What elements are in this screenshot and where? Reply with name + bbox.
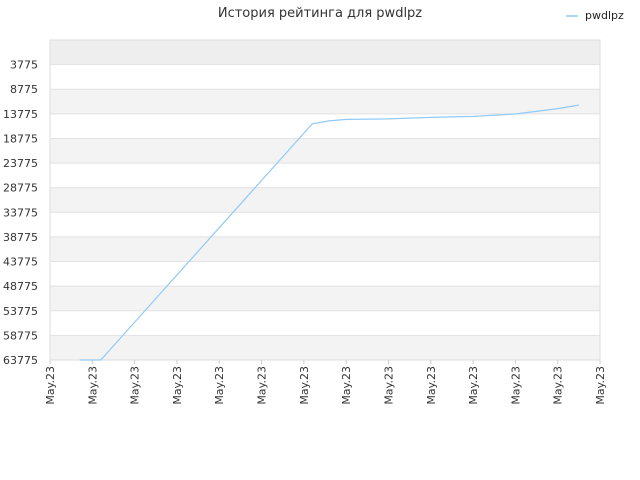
plot-band <box>50 187 600 213</box>
y-tick-label: 63775 <box>3 354 38 367</box>
y-tick-label: 3775 <box>10 59 38 72</box>
y-tick-label: 53775 <box>3 305 38 318</box>
y-axis-tick-labels: 3775 8775 13775 18775 23775 28775 33775 38775 43… <box>3 59 38 367</box>
y-tick-label: 13775 <box>3 108 38 121</box>
x-tick-label: May.23 <box>256 366 269 405</box>
plot-background-bands <box>50 40 600 360</box>
series-layer <box>79 104 579 361</box>
x-tick-label: May.23 <box>509 366 522 405</box>
chart-title: История рейтинга для pwdlpz <box>218 6 422 21</box>
y-tick-label: 8775 <box>10 83 38 96</box>
x-tick-label: May.23 <box>213 366 226 405</box>
plot-band <box>50 163 600 188</box>
x-tick-label: May.23 <box>594 366 607 405</box>
x-tick-label: May.23 <box>171 366 184 405</box>
y-tick-label: 58775 <box>3 329 38 342</box>
y-tick-label: 23775 <box>3 157 38 170</box>
x-tick-label: May.23 <box>129 366 142 405</box>
plot-band <box>50 138 600 164</box>
x-tick-label: May.23 <box>86 366 99 405</box>
legend-label-pwdlpz: pwdlpz <box>585 9 624 22</box>
plot-band <box>50 40 600 65</box>
x-tick-label: May.23 <box>298 366 311 405</box>
y-tick-label: 33775 <box>3 206 38 219</box>
y-tick-label: 28775 <box>3 182 38 195</box>
plot-band <box>50 113 600 139</box>
plot-band <box>50 286 600 311</box>
x-tick-label: May.23 <box>425 366 438 405</box>
y-tick-label: 43775 <box>3 256 38 269</box>
series-line-pwdlpz <box>79 104 579 361</box>
x-axis-tick-labels: May.23 May.23 May.23 May.23 May.23 May.23 May.… <box>44 360 607 405</box>
plot-band <box>50 89 600 114</box>
y-tick-label: 48775 <box>3 280 38 293</box>
plot-band <box>50 335 600 360</box>
plot-band <box>50 261 600 287</box>
plot-band <box>50 212 600 237</box>
plot-frame <box>49 39 601 361</box>
x-tick-label: May.23 <box>552 366 565 405</box>
x-tick-label: May.23 <box>382 366 395 405</box>
x-tick-label: May.23 <box>44 366 57 405</box>
y-tick-label: 18775 <box>3 132 38 145</box>
plot-band <box>50 310 600 336</box>
plot-band <box>50 236 600 262</box>
x-tick-label: May.23 <box>340 366 353 405</box>
plot-band <box>50 64 600 90</box>
y-tick-label: 38775 <box>3 231 38 244</box>
legend: pwdlpz <box>566 9 624 22</box>
x-tick-label: May.23 <box>467 366 480 405</box>
